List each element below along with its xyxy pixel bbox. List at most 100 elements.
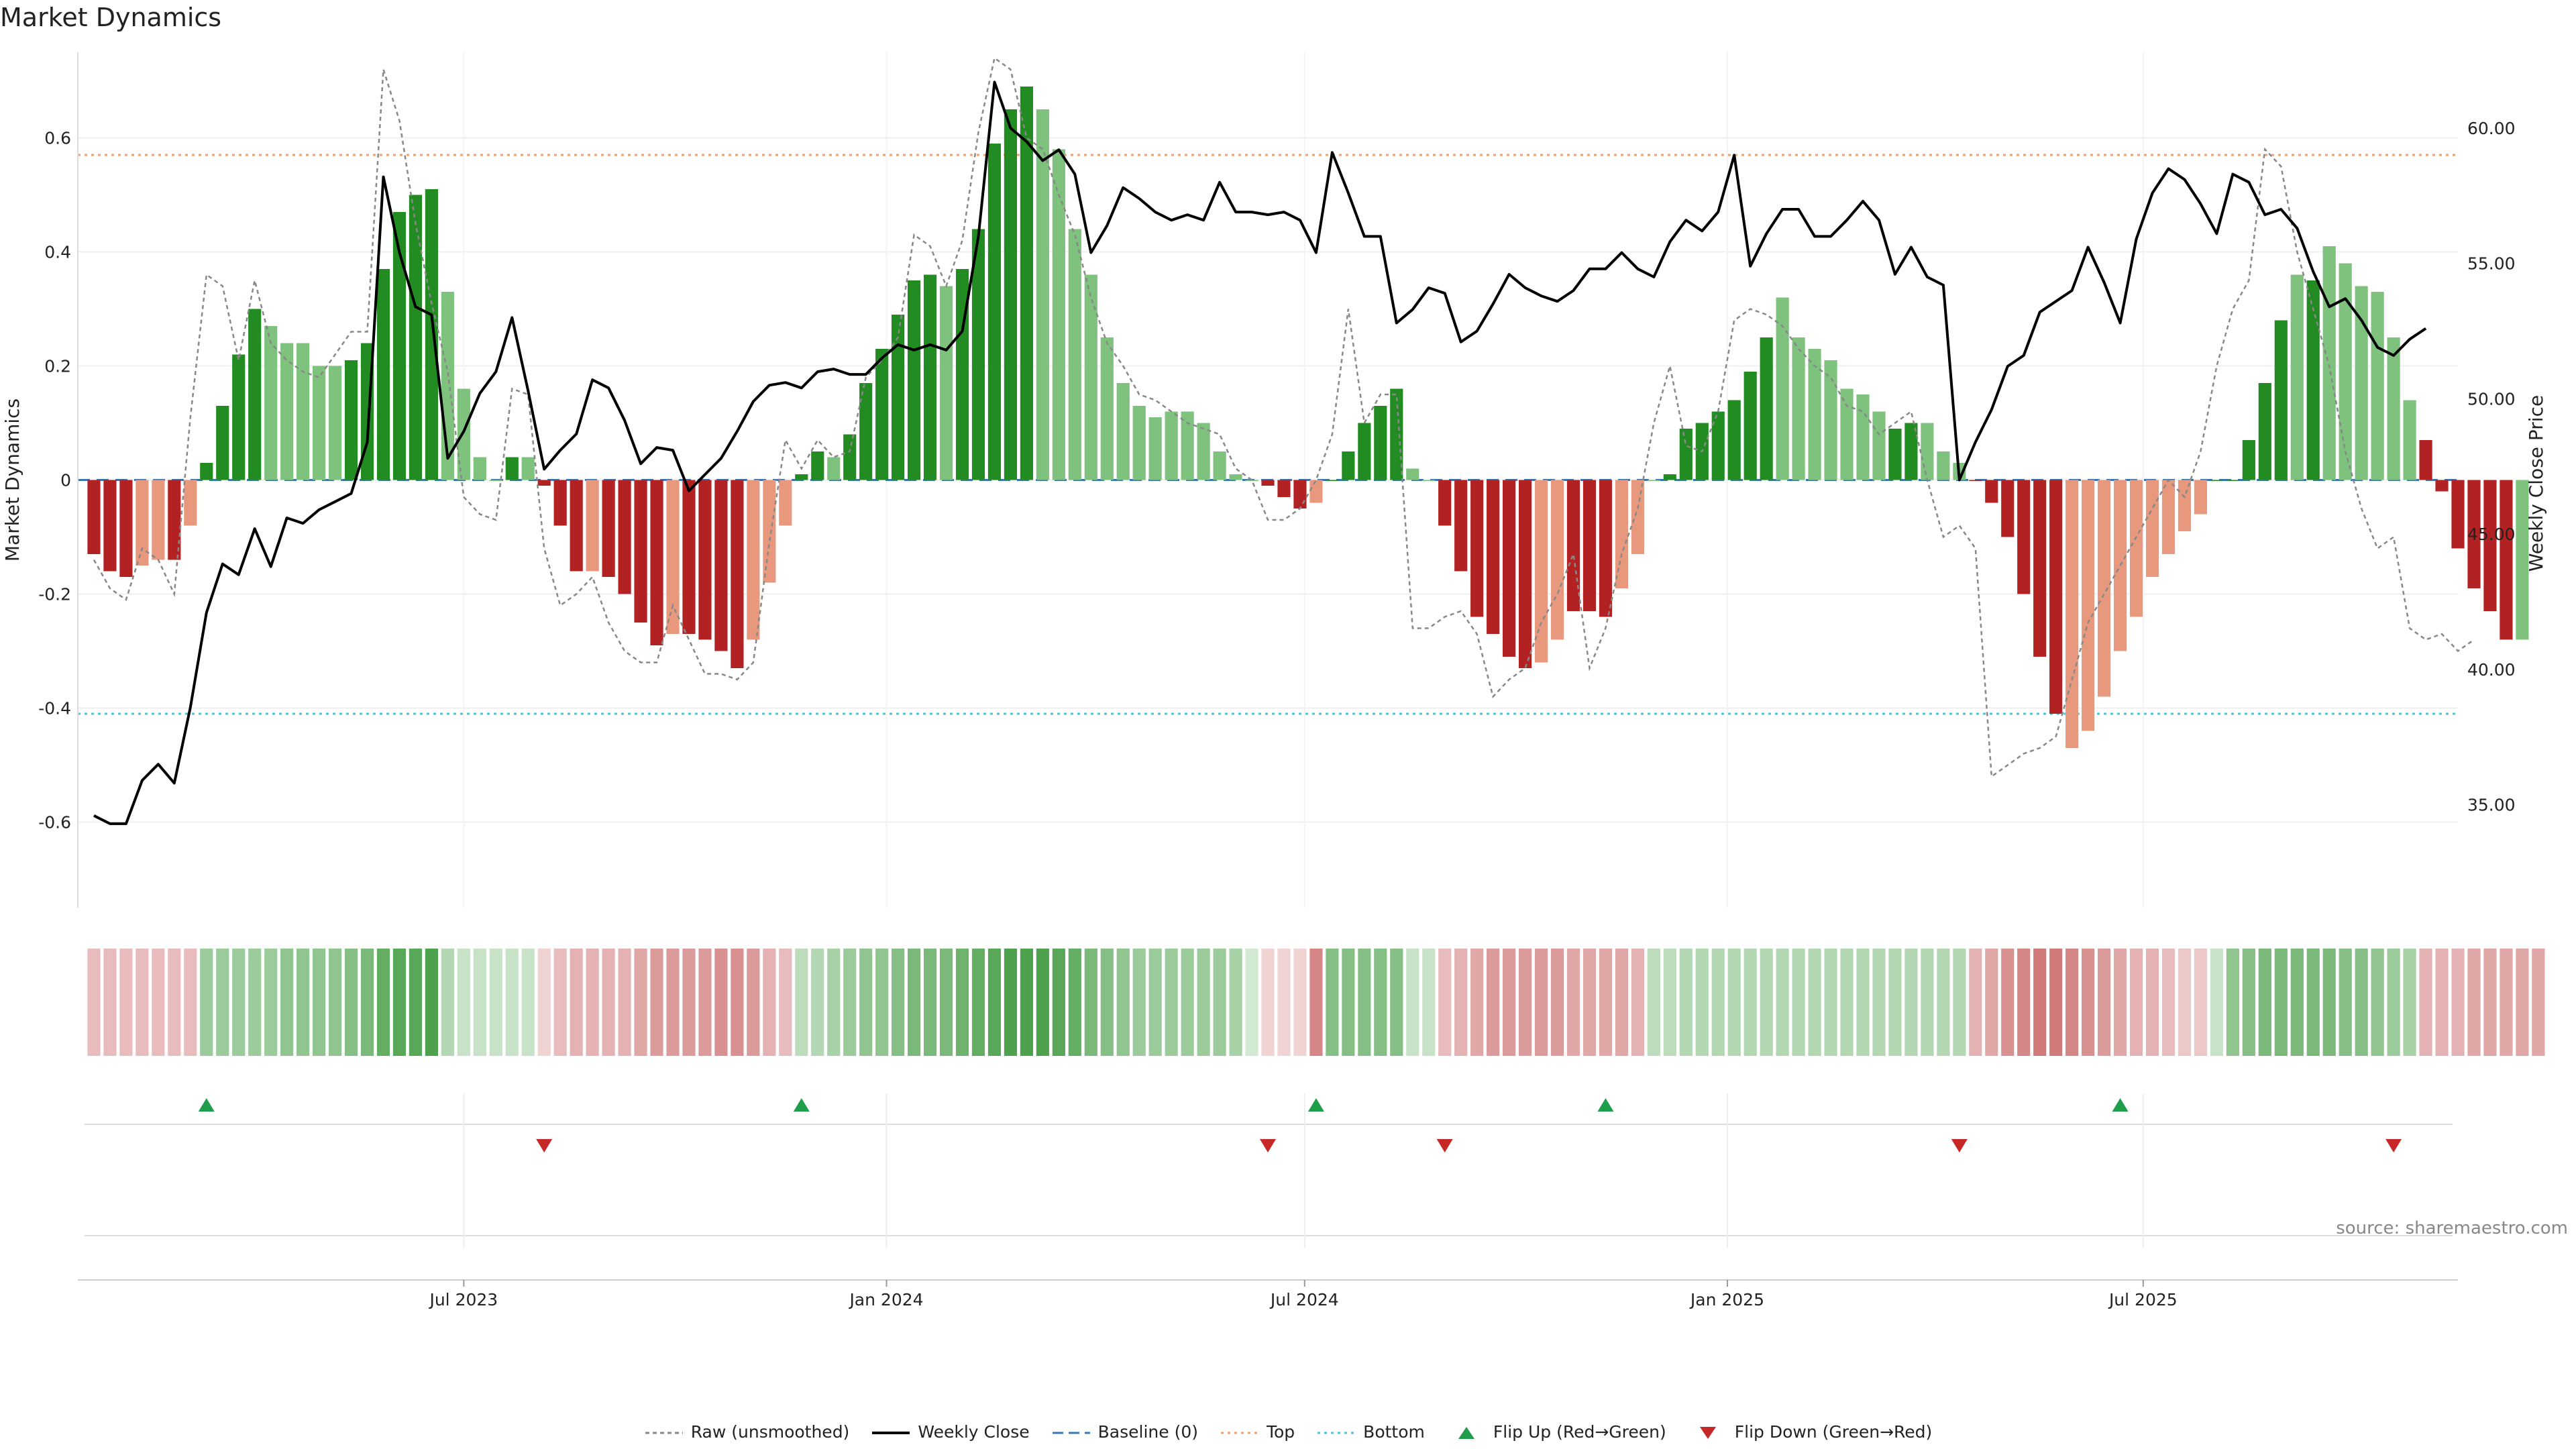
regime-cell (1406, 949, 1419, 1056)
regime-cell (441, 949, 454, 1056)
regime-cell (1326, 949, 1339, 1056)
regime-cell (2082, 949, 2095, 1056)
x-axis: Jul 2023 Jan 2024 Jul 2024 Jan 2025 Jul 2025 (78, 1279, 2458, 1309)
regime-cell (1856, 949, 1870, 1056)
regime-cell (1100, 949, 1114, 1056)
dynamics-bar (1856, 394, 1870, 480)
dynamics-bar (586, 480, 599, 572)
dynamics-bar (714, 480, 728, 651)
regime-cell (843, 949, 857, 1056)
dynamics-bar (521, 457, 535, 480)
dynamics-bar (2098, 480, 2111, 697)
dynamics-bar (779, 480, 792, 526)
dynamics-bar (2403, 400, 2416, 480)
dynamics-bar (811, 451, 824, 480)
flip-up-marker (198, 1098, 215, 1112)
legend-label: Flip Down (Green→Red) (1734, 1421, 1933, 1442)
dynamics-bar (1679, 429, 1693, 480)
dynamics-bar (1503, 480, 1516, 657)
regime-cell (103, 949, 117, 1056)
regime-cell (2033, 949, 2047, 1056)
regime-cell (2274, 949, 2288, 1056)
dynamics-bar (1068, 229, 1081, 480)
regime-cell (1760, 949, 1773, 1056)
regime-cell (2178, 949, 2192, 1056)
regime-cell (473, 949, 486, 1056)
x-tick-label: Jul 2025 (2108, 1290, 2178, 1309)
dynamics-bar (892, 315, 905, 480)
regime-strip (87, 949, 2545, 1056)
regime-cell (1470, 949, 1484, 1056)
regime-cell (87, 949, 101, 1056)
regime-cell (1631, 949, 1644, 1056)
regime-cell (1776, 949, 1789, 1056)
regime-cell (2001, 949, 2015, 1056)
legend-label: Raw (unsmoothed) (690, 1421, 850, 1442)
regime-cell (2210, 949, 2223, 1056)
dynamics-bar (939, 286, 953, 480)
dynamics-bar (1261, 480, 1275, 486)
dynamics-bar (634, 480, 647, 623)
regime-cell (1921, 949, 1934, 1056)
dynamics-bar (1165, 411, 1178, 480)
dynamics-bar (1116, 383, 1130, 480)
dynamics-bar (264, 326, 278, 480)
flip-down-marker (1951, 1139, 1968, 1152)
regime-cell (1036, 949, 1049, 1056)
dynamics-bar (1921, 423, 1934, 480)
regime-cell (264, 949, 278, 1056)
dynamics-bar (2258, 383, 2271, 480)
weekly-close-series (93, 80, 2427, 825)
regime-cell (1888, 949, 1902, 1056)
dynamics-bar (1148, 417, 1162, 480)
regime-cell (2355, 949, 2368, 1056)
dynamics-bar (1326, 480, 1339, 481)
y2-tick-label: 60.00 (2467, 119, 2516, 138)
dynamics-bar (1293, 480, 1307, 508)
dynamics-bar (1743, 372, 1757, 480)
regime-cell (1518, 949, 1532, 1056)
regime-cell (216, 949, 229, 1056)
dynamics-bar (859, 383, 873, 480)
dynamics-bar (1100, 337, 1114, 480)
dynamics-bar (923, 274, 937, 480)
legend-swatch (1318, 1432, 1356, 1434)
dynamics-bar (795, 474, 808, 480)
y2-tick-label: 40.00 (2467, 660, 2516, 680)
regime-cell (1503, 949, 1516, 1056)
regime-cell (747, 949, 760, 1056)
dynamics-bar (2274, 320, 2288, 480)
dynamics-bar (1840, 388, 1854, 480)
regime-cell (1824, 949, 1837, 1056)
regime-cell (1374, 949, 1387, 1056)
regime-cell (908, 949, 921, 1056)
dynamics-bar (666, 480, 680, 634)
dynamics-bar (2435, 480, 2449, 492)
regime-cell (1342, 949, 1355, 1056)
flip-up-marker (2112, 1098, 2129, 1112)
regime-cell (2483, 949, 2497, 1056)
regime-cell (2242, 949, 2255, 1056)
regime-cell (1808, 949, 1821, 1056)
dynamics-bar (2049, 480, 2063, 714)
dynamics-bar (602, 480, 615, 577)
regime-cell (2516, 949, 2529, 1056)
regime-cell (2161, 949, 2176, 1056)
dynamics-bar (1358, 423, 1371, 480)
dynamics-bar (1776, 297, 1789, 480)
dynamics-bar (168, 480, 181, 560)
dynamics-bar (1550, 480, 1564, 640)
dynamics-bar (313, 366, 326, 480)
regime-cell (731, 949, 744, 1056)
dynamics-bar (2339, 263, 2352, 480)
regime-cell (1454, 949, 1468, 1056)
regime-cell (392, 949, 407, 1056)
dynamics-bar (2161, 480, 2176, 554)
legend-item-top: Top (1220, 1422, 1295, 1442)
legend-label: Bottom (1363, 1421, 1425, 1442)
legend-item-flip-down: Flip Down (Green→Red) (1688, 1421, 1933, 1442)
dynamics-bar (1181, 411, 1194, 480)
regime-cell (2451, 949, 2465, 1056)
dynamics-bar (425, 189, 438, 480)
dynamics-bar (875, 349, 889, 480)
